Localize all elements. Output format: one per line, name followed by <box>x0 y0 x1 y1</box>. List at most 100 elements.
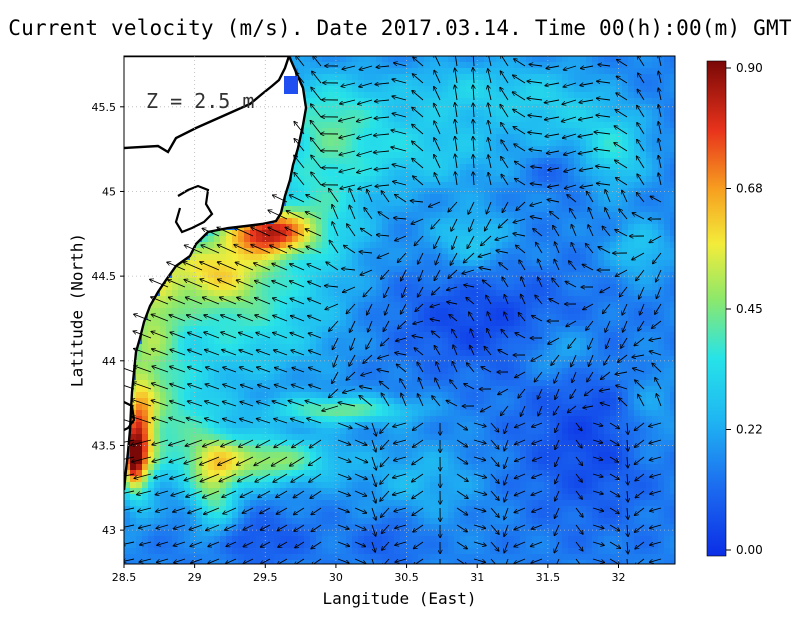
velocity-cell <box>562 212 569 219</box>
velocity-cell <box>592 68 599 75</box>
velocity-cell <box>646 308 653 315</box>
velocity-cell <box>340 320 347 327</box>
velocity-cell <box>334 416 341 423</box>
velocity-cell <box>670 176 675 183</box>
velocity-cell <box>460 368 467 375</box>
velocity-cell <box>670 338 675 345</box>
velocity-cell <box>370 332 377 339</box>
velocity-cell <box>556 380 563 387</box>
velocity-cell <box>460 164 467 171</box>
velocity-cell <box>490 56 497 63</box>
velocity-cell <box>646 344 653 351</box>
velocity-cell <box>178 410 185 417</box>
velocity-cell <box>550 194 557 201</box>
velocity-cell <box>202 302 209 309</box>
velocity-cell <box>466 236 473 243</box>
velocity-cell <box>532 122 539 129</box>
velocity-cell <box>538 92 545 99</box>
velocity-cell <box>616 134 623 141</box>
velocity-cell <box>490 170 497 177</box>
velocity-cell <box>154 368 161 375</box>
velocity-cell <box>172 404 179 411</box>
velocity-cell <box>634 236 641 243</box>
velocity-cell <box>472 200 479 207</box>
velocity-cell <box>508 230 515 237</box>
velocity-cell <box>142 398 149 405</box>
velocity-cell <box>448 146 455 153</box>
velocity-cell <box>586 86 593 93</box>
velocity-cell <box>424 356 431 363</box>
velocity-cell <box>598 266 605 273</box>
velocity-cell <box>352 236 359 243</box>
velocity-cell <box>478 290 485 297</box>
velocity-cell <box>574 428 581 435</box>
velocity-cell <box>388 104 395 111</box>
velocity-cell <box>448 368 455 375</box>
velocity-cell <box>610 338 617 345</box>
velocity-cell <box>490 146 497 153</box>
velocity-cell <box>322 440 329 447</box>
velocity-cell <box>370 182 377 189</box>
velocity-cell <box>616 314 623 321</box>
velocity-cell <box>334 212 341 219</box>
velocity-cell <box>526 380 533 387</box>
velocity-cell <box>526 56 533 63</box>
velocity-cell <box>574 344 581 351</box>
velocity-cell <box>208 380 215 387</box>
velocity-cell <box>448 350 455 357</box>
velocity-cell <box>472 56 479 63</box>
velocity-cell <box>166 434 173 441</box>
velocity-cell <box>514 284 521 291</box>
velocity-cell <box>292 416 299 423</box>
velocity-cell <box>484 374 491 381</box>
velocity-cell <box>502 326 509 333</box>
velocity-cell <box>568 398 575 405</box>
velocity-cell <box>622 80 629 87</box>
velocity-cell <box>292 362 299 369</box>
velocity-cell <box>478 374 485 381</box>
velocity-cell <box>454 338 461 345</box>
velocity-cell <box>556 362 563 369</box>
velocity-cell <box>352 158 359 165</box>
velocity-cell <box>424 140 431 147</box>
velocity-cell <box>442 230 449 237</box>
velocity-cell <box>580 56 587 63</box>
velocity-cell <box>304 260 311 267</box>
velocity-cell <box>658 182 665 189</box>
velocity-cell <box>610 296 617 303</box>
velocity-cell <box>220 344 227 351</box>
velocity-cell <box>616 308 623 315</box>
velocity-cell <box>568 188 575 195</box>
velocity-cell <box>568 164 575 171</box>
velocity-cell <box>166 290 173 297</box>
velocity-cell <box>442 218 449 225</box>
velocity-cell <box>616 104 623 111</box>
velocity-cell <box>232 410 239 417</box>
velocity-cell <box>592 326 599 333</box>
velocity-cell <box>538 374 545 381</box>
velocity-cell <box>370 176 377 183</box>
velocity-cell <box>352 368 359 375</box>
velocity-cell <box>610 236 617 243</box>
velocity-cell <box>526 284 533 291</box>
velocity-cell <box>556 152 563 159</box>
velocity-cell <box>514 110 521 117</box>
velocity-cell <box>316 398 323 405</box>
velocity-cell <box>244 266 251 273</box>
velocity-cell <box>406 248 413 255</box>
velocity-cell <box>358 62 365 69</box>
velocity-cell <box>604 308 611 315</box>
velocity-cell <box>370 110 377 117</box>
velocity-cell <box>292 224 299 231</box>
velocity-cell <box>652 344 659 351</box>
velocity-cell <box>652 302 659 309</box>
velocity-cell <box>616 350 623 357</box>
velocity-cell <box>316 440 323 447</box>
velocity-cell <box>478 200 485 207</box>
velocity-cell <box>604 236 611 243</box>
velocity-cell <box>496 140 503 147</box>
velocity-cell <box>574 128 581 135</box>
velocity-cell <box>352 224 359 231</box>
velocity-cell <box>442 122 449 129</box>
velocity-cell <box>394 188 401 195</box>
